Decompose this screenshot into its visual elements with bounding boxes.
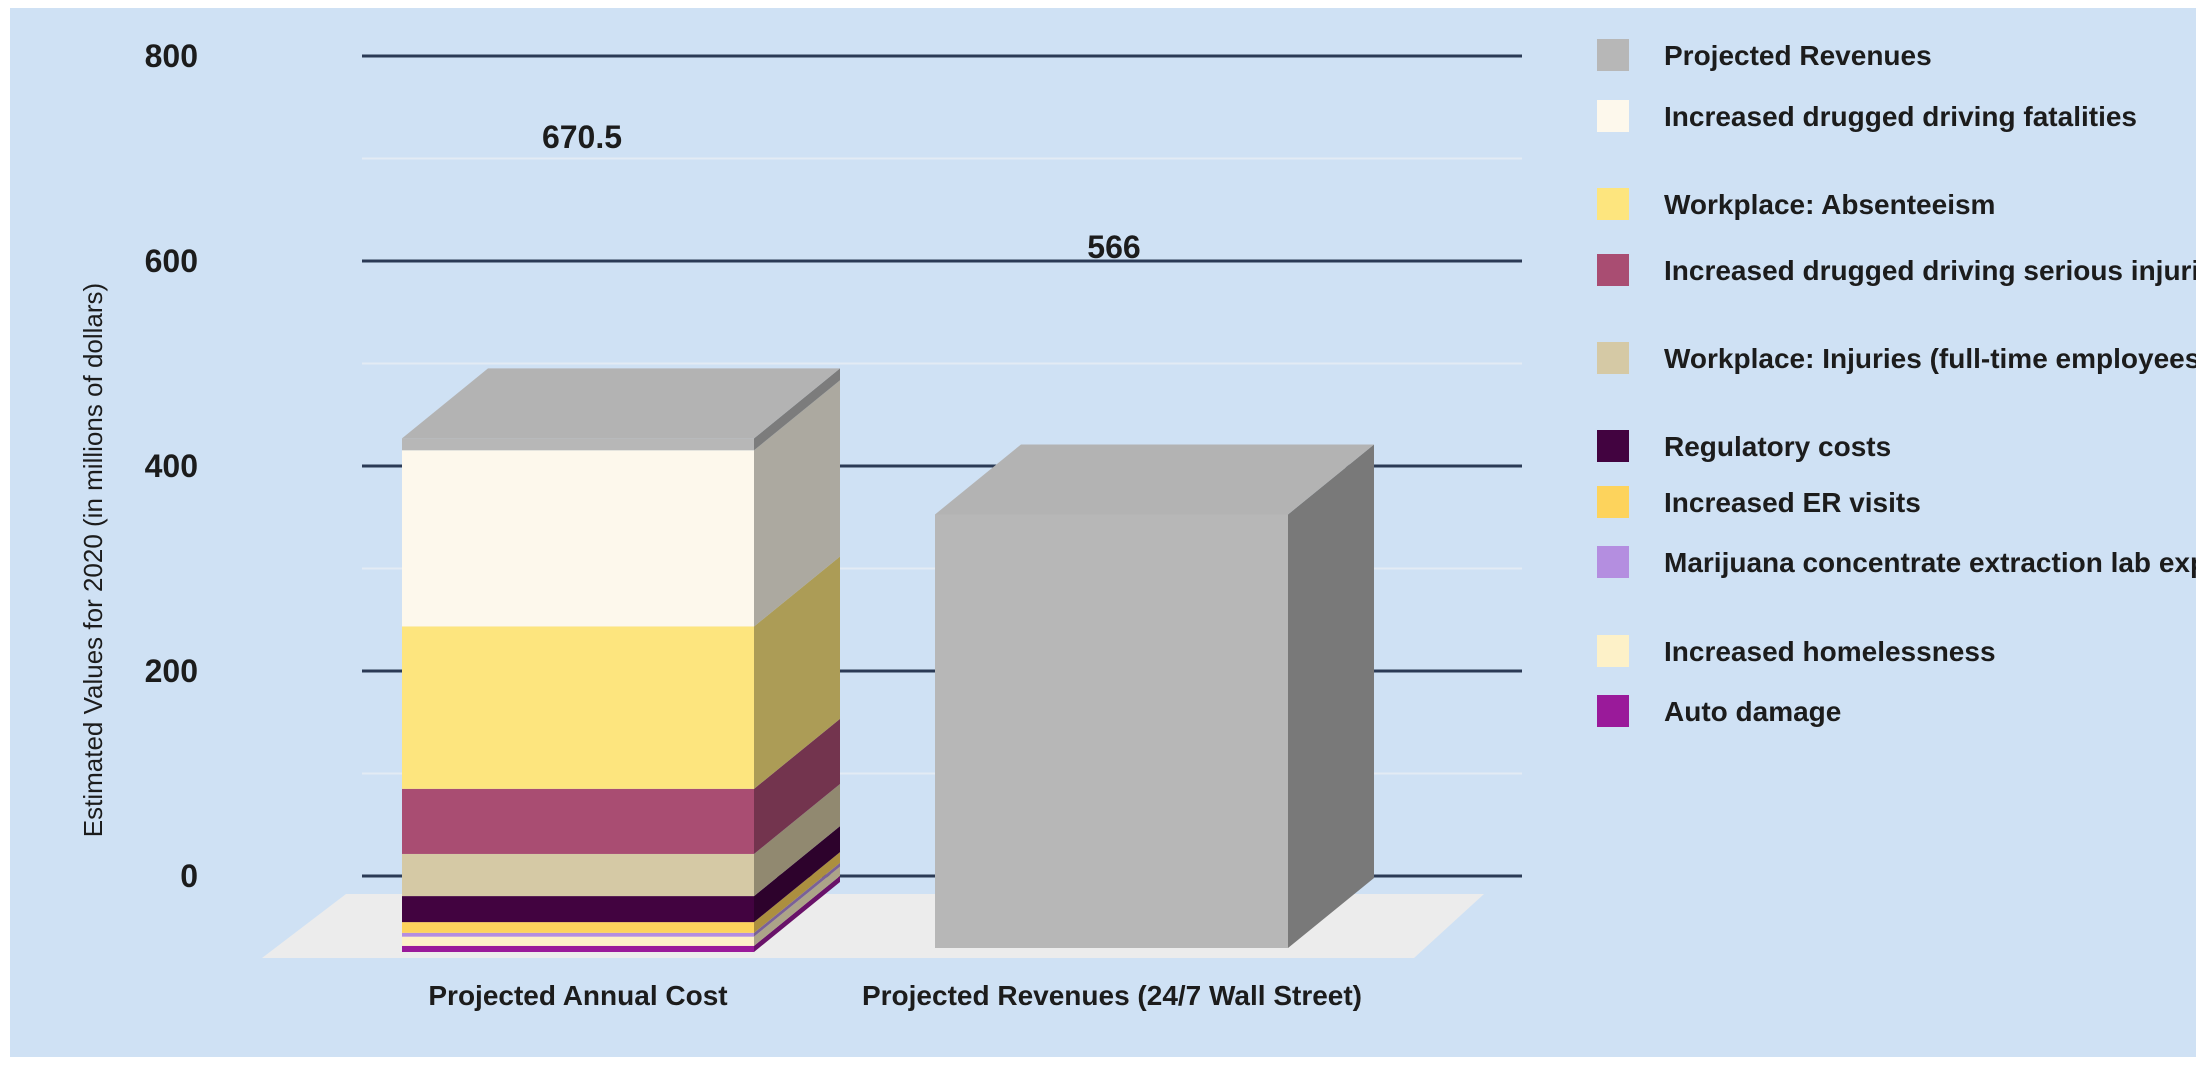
- legend-item: Increased ER visits: [1597, 486, 1921, 518]
- bar-segment-side: [754, 783, 840, 897]
- bar-total-label: 566: [1087, 229, 1140, 265]
- x-category-label: Projected Revenues (24/7 Wall Street): [862, 980, 1362, 1011]
- legend-item: Increased drugged driving serious injuri…: [1597, 254, 2196, 286]
- legend-label: Increased drugged driving serious injuri…: [1664, 255, 2196, 286]
- legend-item: Increased drugged driving fatalities: [1597, 100, 2137, 132]
- legend: Projected Revenues Increased drugged driv…: [1597, 39, 2196, 727]
- bar-segment-front: [935, 514, 1288, 948]
- legend-label: Workplace: Injuries (full-time employees…: [1664, 343, 2196, 374]
- chart-frame: 0 200 400 600 800 Estimated Values for 2020 (…: [10, 8, 2196, 1057]
- bar-segment-side: [1288, 444, 1374, 948]
- bar-top-face: [402, 368, 840, 439]
- legend-swatch: [1597, 342, 1629, 374]
- legend-label: Increased ER visits: [1664, 487, 1921, 518]
- legend-label: Marijuana concentrate extraction lab exp…: [1664, 547, 2196, 578]
- legend-label: Increased drugged driving fatalities: [1664, 101, 2137, 132]
- bar-segment-side: [754, 826, 840, 923]
- bar-segment-front: [402, 922, 754, 933]
- bar-segment-front: [402, 853, 754, 897]
- bar-top-face: [935, 444, 1374, 515]
- legend-swatch: [1597, 695, 1629, 727]
- legend-item: Workplace: Injuries (full-time employees…: [1597, 342, 2196, 374]
- legend-label: Projected Revenues: [1664, 40, 1932, 71]
- legend-label: Auto damage: [1664, 696, 1841, 727]
- bar-segment-side: [754, 875, 840, 952]
- bar-segment-side: [754, 556, 840, 789]
- legend-item: Auto damage: [1597, 695, 1841, 727]
- legend-item: Marijuana concentrate extraction lab exp…: [1597, 546, 2196, 578]
- y-tick-label: 600: [145, 243, 198, 279]
- bar-segment-front: [402, 932, 754, 937]
- bar-stack: [402, 368, 840, 952]
- bars-layer: [402, 368, 1374, 952]
- legend-item: Projected Revenues: [1597, 39, 1932, 71]
- legend-swatch: [1597, 100, 1629, 132]
- bar-total-label: 670.5: [542, 119, 622, 155]
- chart-canvas: 0 200 400 600 800 Estimated Values for 2020 (…: [78, 38, 2196, 1011]
- bar-segment-side: [754, 862, 840, 937]
- legend-swatch: [1597, 635, 1629, 667]
- y-tick-label: 400: [145, 448, 198, 484]
- y-tick-label: 0: [180, 858, 198, 894]
- legend-item: Increased homelessness: [1597, 635, 1996, 667]
- bar-stack: [935, 444, 1374, 948]
- bar-segment-side: [754, 718, 840, 854]
- legend-label: Regulatory costs: [1664, 431, 1891, 462]
- legend-label: Increased homelessness: [1664, 636, 1996, 667]
- bar-segment-front: [402, 626, 754, 789]
- bar-segment-front: [402, 936, 754, 946]
- bar-segment-side: [754, 852, 840, 933]
- bar-segment-side: [754, 866, 840, 946]
- bar-segment-front: [402, 450, 754, 627]
- legend-swatch: [1597, 39, 1629, 71]
- chart-text-layer: 0 200 400 600 800 Estimated Values for 2020 (…: [78, 38, 1362, 1011]
- bar-segment-side: [754, 368, 840, 451]
- legend-label: Workplace: Absenteeism: [1664, 189, 1995, 220]
- bar-segment-front: [402, 438, 754, 451]
- bar-segment-front: [402, 945, 754, 952]
- legend-swatch: [1597, 254, 1629, 286]
- y-tick-label: 800: [145, 38, 198, 74]
- legend-item: Regulatory costs: [1597, 430, 1891, 462]
- legend-swatch: [1597, 188, 1629, 220]
- x-category-label: Projected Annual Cost: [428, 980, 727, 1011]
- legend-swatch: [1597, 486, 1629, 518]
- y-tick-label: 200: [145, 653, 198, 689]
- legend-swatch: [1597, 430, 1629, 462]
- legend-swatch: [1597, 546, 1629, 578]
- bar-segment-front: [402, 896, 754, 923]
- legend-item: Workplace: Absenteeism: [1597, 188, 1995, 220]
- y-axis-label: Estimated Values for 2020 (in millions o…: [78, 283, 108, 837]
- bar-segment-side: [754, 380, 840, 627]
- bar-segment-front: [402, 788, 754, 854]
